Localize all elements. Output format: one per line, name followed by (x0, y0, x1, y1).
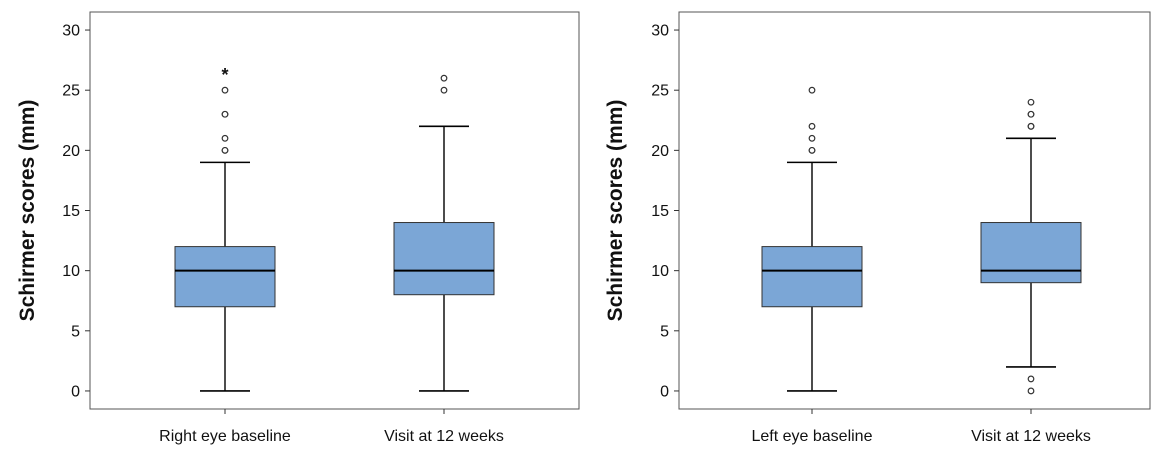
y-tick-label: 0 (71, 383, 80, 400)
outlier-point (221, 110, 229, 118)
extreme-outlier-point: * (221, 65, 228, 85)
y-tick-label: 25 (651, 83, 669, 100)
iqr-box (393, 222, 495, 296)
y-tick-label: 25 (62, 83, 80, 100)
chart-panel-1: Schirmer scores (mm) 0 5 10 15 20 25 30 * Right e… (16, 11, 580, 445)
x-tick-label: Right eye baseline (159, 428, 291, 445)
outlier-point (221, 146, 229, 154)
outlier-point (221, 134, 229, 142)
y-tick-label: 20 (62, 143, 80, 160)
box-1: * (174, 65, 276, 392)
outlier-point (1027, 375, 1035, 383)
outlier-point (1027, 387, 1035, 395)
y-tick-label: 5 (660, 323, 669, 340)
iqr-box (980, 222, 1082, 284)
outlier-point (1027, 110, 1035, 118)
y-tick-label: 10 (651, 263, 669, 280)
box-2 (980, 98, 1082, 395)
box-1 (761, 86, 863, 392)
outlier-point (808, 134, 816, 142)
x-tick-label: Visit at 12 weeks (971, 428, 1091, 445)
outlier-point (808, 122, 816, 130)
y-tick-label: 5 (71, 323, 80, 340)
iqr-box (174, 246, 276, 308)
y-tick-label: 30 (651, 23, 669, 40)
outlier-point (808, 86, 816, 94)
y-axis-label: Schirmer scores (mm) (604, 100, 627, 322)
x-tick-label: Left eye baseline (752, 428, 873, 445)
outlier-point (221, 86, 229, 94)
plot-frame (678, 11, 1151, 410)
iqr-box (761, 246, 863, 308)
y-axis-label: Schirmer scores (mm) (16, 100, 39, 322)
outlier-point (1027, 122, 1035, 130)
y-tick-label: 20 (651, 143, 669, 160)
y-tick-label: 30 (62, 23, 80, 40)
box-2 (393, 74, 495, 392)
outlier-point (808, 146, 816, 154)
y-tick-label: 15 (62, 203, 80, 220)
outlier-point (1027, 98, 1035, 106)
outlier-point (440, 86, 448, 94)
x-tick-label: Visit at 12 weeks (384, 428, 504, 445)
outlier-point (440, 74, 448, 82)
chart-panel-2: Schirmer scores (mm) 0 5 10 15 20 25 30 Left eye… (604, 11, 1151, 445)
plot-frame (89, 11, 580, 410)
y-tick-label: 0 (660, 383, 669, 400)
y-tick-label: 10 (62, 263, 80, 280)
y-tick-label: 15 (651, 203, 669, 220)
